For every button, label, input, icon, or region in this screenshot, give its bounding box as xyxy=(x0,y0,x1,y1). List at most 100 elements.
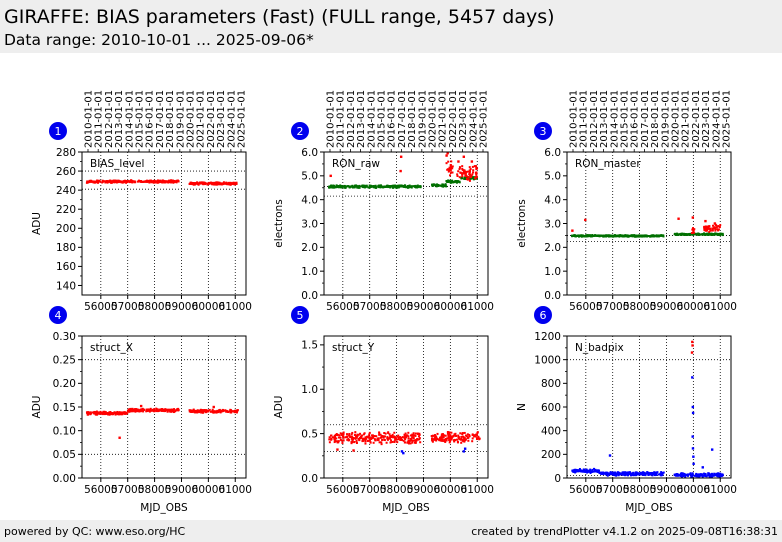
x-tick-label: 61000 xyxy=(219,484,252,496)
x-tick-label: 61000 xyxy=(461,301,494,313)
data-point xyxy=(629,472,632,475)
data-point xyxy=(461,433,464,436)
data-point xyxy=(328,436,331,439)
data-point xyxy=(597,470,600,473)
data-point xyxy=(400,436,403,439)
data-point xyxy=(213,182,216,185)
data-point xyxy=(103,410,106,413)
data-point xyxy=(448,166,451,169)
data-point xyxy=(368,436,371,439)
data-point xyxy=(403,184,406,187)
y-tick-label: 1.0 xyxy=(301,384,318,396)
data-point xyxy=(458,180,461,183)
data-point xyxy=(707,473,710,476)
data-point xyxy=(125,181,128,184)
date-tick-label: 2022-01-01 xyxy=(691,90,702,148)
data-point xyxy=(469,175,472,178)
data-point xyxy=(175,181,178,184)
y-tick-label: 5.0 xyxy=(301,171,318,183)
data-point xyxy=(705,229,708,232)
data-point xyxy=(383,431,386,434)
data-point xyxy=(459,166,462,169)
data-point xyxy=(653,235,656,238)
data-point xyxy=(715,473,718,476)
data-point xyxy=(409,185,412,188)
data-point xyxy=(211,410,214,413)
data-point xyxy=(475,175,478,178)
data-point xyxy=(688,233,691,236)
data-point xyxy=(651,474,654,477)
plot-frame xyxy=(323,335,489,479)
data-point xyxy=(204,183,207,186)
data-point xyxy=(368,437,371,440)
data-point xyxy=(431,184,434,187)
outlier-point xyxy=(445,154,448,157)
data-point xyxy=(473,434,476,437)
data-point xyxy=(334,433,337,436)
data-point xyxy=(334,186,337,189)
data-point xyxy=(362,433,365,436)
data-point xyxy=(413,441,416,444)
data-point xyxy=(410,186,413,189)
data-point xyxy=(440,439,443,442)
data-point xyxy=(448,168,451,171)
data-point xyxy=(104,180,107,183)
outlier-point xyxy=(584,218,587,222)
data-point xyxy=(201,411,204,414)
data-point xyxy=(587,469,590,472)
data-point xyxy=(222,181,225,184)
data-point xyxy=(450,165,453,168)
data-point xyxy=(692,230,695,233)
data-point xyxy=(677,473,680,476)
page-footer: powered by QC: www.eso.org/HC created by… xyxy=(0,520,782,542)
data-point xyxy=(170,410,173,413)
y-tick-label: 0.5 xyxy=(301,428,318,440)
data-point xyxy=(114,413,117,416)
data-point xyxy=(716,474,719,477)
data-point xyxy=(115,181,118,184)
data-point xyxy=(597,469,600,472)
data-point xyxy=(411,440,414,443)
data-point xyxy=(450,171,453,174)
data-point xyxy=(353,441,356,444)
data-point xyxy=(662,471,665,474)
date-tick-label: 2021-01-01 xyxy=(196,90,207,148)
data-point xyxy=(450,438,453,441)
x-tick-label: 60000 xyxy=(434,484,467,496)
x-tick-label: 59000 xyxy=(407,301,440,313)
page-header: GIRAFFE: BIAS parameters (Fast) (FULL ra… xyxy=(0,0,782,53)
data-point xyxy=(466,433,469,436)
data-point xyxy=(417,435,420,438)
data-point xyxy=(622,471,625,474)
data-points xyxy=(85,404,239,439)
data-point xyxy=(692,231,695,234)
data-point xyxy=(469,168,472,171)
date-tick-label: 2022-01-01 xyxy=(206,90,217,148)
data-point xyxy=(95,181,98,184)
data-point xyxy=(116,412,119,415)
data-point xyxy=(368,431,371,434)
x-tick-label: 58000 xyxy=(138,484,171,496)
data-point xyxy=(454,432,457,435)
data-point xyxy=(465,174,468,177)
data-point xyxy=(590,470,593,473)
outlier-point xyxy=(118,436,121,439)
data-point xyxy=(417,185,420,188)
data-point xyxy=(170,181,173,184)
data-point xyxy=(571,234,574,237)
data-point xyxy=(355,439,358,442)
x-tick-label: 57000 xyxy=(353,484,386,496)
data-point xyxy=(689,472,692,475)
data-point xyxy=(405,436,408,439)
data-point xyxy=(699,473,702,476)
data-point xyxy=(591,468,594,471)
data-point xyxy=(230,410,233,413)
data-point xyxy=(706,227,709,230)
data-point xyxy=(85,181,88,184)
data-point xyxy=(166,409,169,412)
data-point xyxy=(594,470,597,473)
outlier-point xyxy=(139,404,143,408)
data-point xyxy=(351,431,354,434)
data-point xyxy=(675,474,678,477)
